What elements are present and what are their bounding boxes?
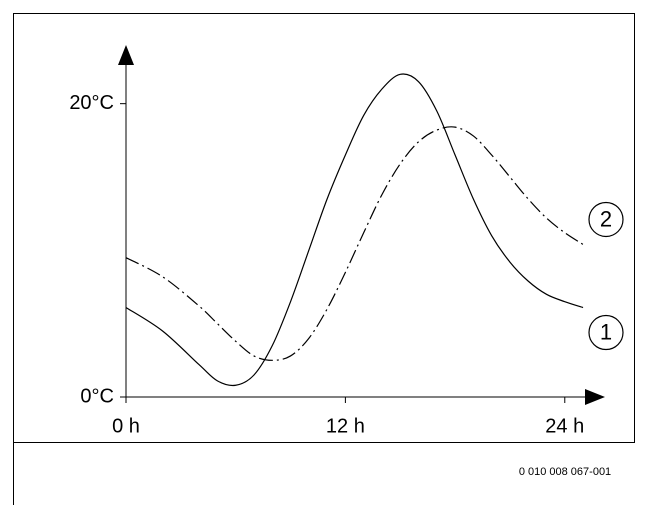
series-label: 2 bbox=[600, 206, 612, 231]
x-tick-label: 12 h bbox=[326, 415, 365, 437]
y-axis-arrow bbox=[118, 45, 134, 65]
x-tick-label: 24 h bbox=[545, 415, 584, 437]
series-label: 1 bbox=[600, 319, 612, 344]
x-axis-arrow bbox=[585, 389, 605, 405]
figure-code: 0 010 008 067-001 bbox=[519, 466, 611, 478]
frame bbox=[13, 13, 635, 505]
series-marker bbox=[588, 201, 624, 238]
series-line bbox=[125, 73, 584, 387]
series-line bbox=[125, 126, 584, 361]
series-marker bbox=[588, 314, 624, 351]
y-tick-label: 20°C bbox=[69, 92, 114, 114]
y-tick-label: 0°C bbox=[80, 385, 114, 407]
x-tick-label: 0 h bbox=[112, 415, 140, 437]
